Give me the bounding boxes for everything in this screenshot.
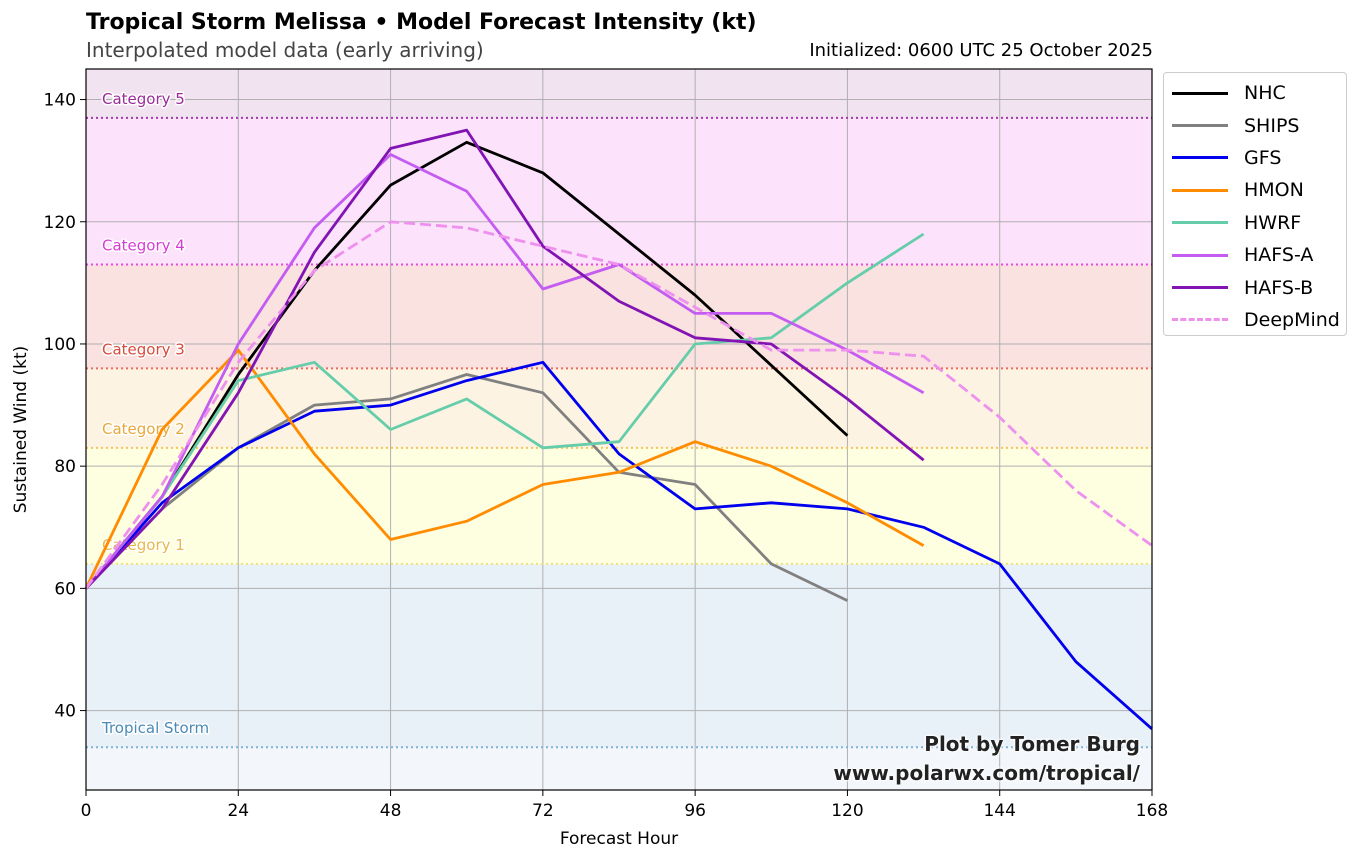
y-tick-label-40: 40 — [54, 702, 76, 722]
credit-url: www.polarwx.com/tropical/ — [833, 761, 1140, 785]
band-category-5 — [86, 69, 1152, 118]
x-tick-label-24: 24 — [227, 801, 249, 821]
series-line-gfs — [84, 360, 1153, 730]
category-label-category-4: Category 4 — [102, 237, 185, 255]
category-label-category-1: Category 1 — [102, 536, 185, 554]
y-tick-label-120: 120 — [44, 213, 76, 233]
y-axis: 40 60 80 100 120 140 — [44, 91, 86, 722]
category-bands — [86, 69, 1152, 790]
legend-swatch-hafs-b — [1172, 286, 1228, 290]
legend-item-hwrf: HWRF — [1164, 207, 1346, 239]
series-line-hwrf — [84, 232, 925, 590]
legend-label-ships: SHIPS — [1244, 114, 1300, 137]
legend-swatch-hmon — [1172, 188, 1228, 192]
legend-swatch-hafs-a — [1172, 253, 1228, 257]
series-line-ships — [84, 373, 849, 602]
band-tropical-storm — [86, 563, 1152, 748]
band-category-4 — [86, 117, 1152, 265]
band-below-ts — [86, 747, 1152, 790]
series-line-deepmind — [84, 220, 1153, 590]
legend-item-ships: SHIPS — [1164, 109, 1346, 141]
x-tick-label-96: 96 — [684, 801, 706, 821]
x-tick-label-168: 168 — [1136, 801, 1168, 821]
legend-label-hafs-b: HAFS-B — [1244, 276, 1314, 299]
legend-label-deepmind: DeepMind — [1244, 308, 1340, 331]
plot-frame — [85, 68, 1153, 791]
legend-item-hmon: HMON — [1164, 174, 1346, 206]
legend-item-gfs: GFS — [1164, 142, 1346, 174]
band-category-3 — [86, 264, 1152, 369]
legend-swatch-deepmind — [1172, 318, 1228, 322]
chart-subtitle: Interpolated model data (early arriving) — [86, 38, 484, 62]
x-tick-label-144: 144 — [983, 801, 1015, 821]
legend-swatch-hwrf — [1172, 221, 1228, 225]
model-series — [84, 128, 1153, 730]
legend-label-hwrf: HWRF — [1244, 211, 1302, 234]
legend-item-hafs-b: HAFS-B — [1164, 271, 1346, 303]
x-tick-label-72: 72 — [532, 801, 554, 821]
chart-title: Tropical Storm Melissa • Model Forecast … — [86, 10, 757, 35]
legend-swatch-gfs — [1172, 156, 1228, 160]
legend-item-deepmind: DeepMind — [1164, 304, 1346, 336]
x-tick-label-0: 0 — [81, 801, 92, 821]
x-tick-label-120: 120 — [831, 801, 863, 821]
legend-swatch-ships — [1172, 124, 1228, 128]
x-axis: 0 24 48 72 96 120 144 168 — [81, 790, 1168, 821]
legend-item-nhc: NHC — [1164, 77, 1346, 109]
y-tick-label-80: 80 — [54, 457, 76, 477]
initialization-time: Initialized: 0600 UTC 25 October 2025 — [809, 40, 1153, 61]
category-label-category-2: Category 2 — [102, 420, 185, 438]
plot-credit: Plot by Tomer Burg www.polarwx.com/tropi… — [833, 730, 1140, 788]
x-tick-label-48: 48 — [380, 801, 402, 821]
category-label-category-3: Category 3 — [102, 340, 185, 358]
legend-swatch-nhc — [1172, 91, 1228, 95]
legend-label-hmon: HMON — [1244, 179, 1304, 202]
series-line-hmon — [84, 348, 925, 590]
x-axis-label: Forecast Hour — [560, 829, 678, 849]
series-line-hafs-a — [84, 153, 925, 590]
series-line-hafs-b — [84, 128, 925, 590]
credit-author: Plot by Tomer Burg — [924, 732, 1140, 756]
category-labels: Tropical Storm Category 1 Category 2 Catego… — [100, 88, 211, 738]
y-axis-label: Sustained Wind (kt) — [11, 346, 31, 514]
legend-label-gfs: GFS — [1244, 146, 1282, 169]
y-tick-label-100: 100 — [44, 335, 76, 355]
legend: NHC SHIPS GFS HMON HWRF HAFS-A HAFS-B DeepMind — [1163, 72, 1347, 336]
legend-item-hafs-a: HAFS-A — [1164, 239, 1346, 271]
legend-label-nhc: NHC — [1244, 82, 1286, 105]
legend-label-hafs-a: HAFS-A — [1244, 244, 1314, 267]
y-tick-label-60: 60 — [54, 579, 76, 599]
category-label-tropical-storm: Tropical Storm — [101, 719, 209, 737]
category-label-category-5: Category 5 — [102, 90, 185, 108]
y-tick-label-140: 140 — [44, 91, 76, 111]
band-category-1 — [86, 447, 1152, 564]
